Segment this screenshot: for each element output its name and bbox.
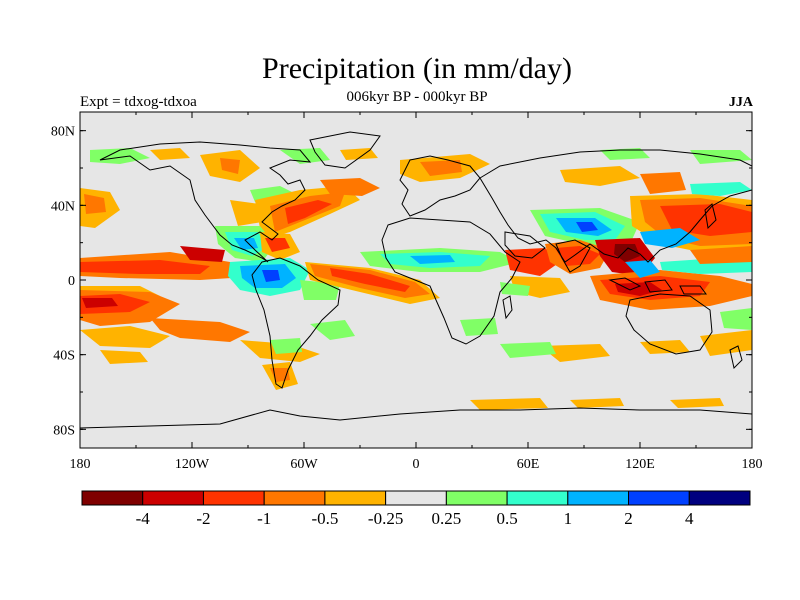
colorbar-swatch xyxy=(445,490,508,506)
colorbar-label: -4 xyxy=(136,509,151,528)
colorbar-label: 1 xyxy=(564,509,573,528)
coastline-europe xyxy=(399,155,481,217)
season-label: JJA xyxy=(728,95,753,110)
x-tick-label: 120E xyxy=(625,457,655,472)
coastline-japan xyxy=(704,203,717,230)
anomaly-region xyxy=(470,398,548,410)
colorbar-label: -0.25 xyxy=(368,509,403,528)
coastline-antarctica xyxy=(80,407,752,429)
experiment-label: Expt = tdxog-tdxoa xyxy=(80,94,197,110)
anomaly-region xyxy=(262,270,280,282)
colorbar-label: -2 xyxy=(196,509,210,528)
map-subtitle: 006kyr BP - 000kyr BP xyxy=(346,89,488,105)
anomaly-region xyxy=(600,148,650,160)
colorbar-swatch xyxy=(688,490,751,506)
anomaly-region xyxy=(220,158,240,174)
anomaly-region xyxy=(576,222,598,232)
anomaly-region xyxy=(285,200,332,224)
anomaly-region xyxy=(640,340,690,354)
coastline-south-america xyxy=(251,257,341,389)
anomaly-region xyxy=(625,260,660,278)
anomaly-region xyxy=(410,255,455,264)
coastline-arabia xyxy=(504,231,546,259)
anomaly-region xyxy=(460,318,498,336)
coastline-north-america xyxy=(99,141,312,263)
anomaly-region xyxy=(100,350,148,364)
y-tick-label: 80N xyxy=(51,125,75,140)
coastline-new-zealand xyxy=(729,345,743,369)
coastline-africa xyxy=(381,217,521,345)
anomaly-region xyxy=(570,398,624,408)
y-tick-label: 0 xyxy=(68,274,75,289)
anomaly-region xyxy=(320,178,380,196)
colorbar-label: 0.25 xyxy=(431,509,461,528)
coastline-asia xyxy=(479,149,752,263)
colorbar-swatch xyxy=(324,490,387,506)
anomaly-region xyxy=(720,308,752,330)
anomaly-region xyxy=(560,166,640,186)
anomaly-region xyxy=(82,298,118,308)
anomaly-region xyxy=(670,398,724,408)
anomaly-region xyxy=(180,246,225,262)
x-tick-label: 180 xyxy=(70,457,91,472)
y-tick-label: 80S xyxy=(53,423,75,438)
map-title: Precipitation (in mm/day) xyxy=(262,52,572,85)
x-tick-label: 0 xyxy=(413,457,420,472)
anomaly-region xyxy=(150,148,190,160)
anomaly-region xyxy=(270,338,302,354)
anomaly-region xyxy=(640,228,700,248)
x-tick-label: 180 xyxy=(742,457,763,472)
anomaly-region xyxy=(690,246,752,264)
coastline-india xyxy=(555,239,591,273)
anomaly-region xyxy=(310,320,355,340)
anomaly-region xyxy=(265,238,290,252)
anomaly-region xyxy=(615,282,662,296)
anomaly-region xyxy=(660,204,752,236)
colorbar-swatch xyxy=(385,490,447,506)
x-axis: 180 120W 60W 0 60E 120E 180 xyxy=(70,112,763,472)
anomaly-region xyxy=(500,342,556,358)
colorbar-label: 4 xyxy=(685,509,694,528)
coastlines xyxy=(80,131,752,429)
anomaly-region xyxy=(690,182,752,196)
colorbar-swatch xyxy=(142,490,204,506)
colorbar-swatch xyxy=(628,490,690,506)
x-tick-label: 120W xyxy=(175,457,210,472)
colorbar-label: 2 xyxy=(624,509,633,528)
colorbar-label: 0.5 xyxy=(496,509,517,528)
coastline-australia xyxy=(625,293,713,355)
colorbar: -4 -2 -1 -0.5 -0.25 0.25 0.5 1 2 4 xyxy=(81,490,751,528)
anomaly-region xyxy=(330,268,410,292)
coastline-indonesia xyxy=(608,277,707,295)
anomaly-region xyxy=(84,194,106,214)
anomaly-region xyxy=(150,318,250,342)
colorbar-swatch xyxy=(202,490,265,506)
anomaly-region xyxy=(420,160,462,176)
anomaly-region xyxy=(540,344,610,362)
coastline-madagascar xyxy=(502,295,513,320)
colorbar-swatch xyxy=(263,490,326,506)
anomaly-region xyxy=(505,248,560,276)
colorbar-swatch xyxy=(506,490,569,506)
colorbar-label: -1 xyxy=(257,509,271,528)
colorbar-swatch xyxy=(567,490,630,506)
anomaly-region xyxy=(500,282,530,296)
colorbar-swatch xyxy=(81,490,144,506)
anomaly-region xyxy=(230,200,262,226)
x-tick-label: 60W xyxy=(290,457,318,472)
anomaly-region xyxy=(640,172,686,194)
y-axis: 80N 40N 0 40S 80S xyxy=(51,125,752,438)
x-tick-label: 60E xyxy=(517,457,540,472)
y-tick-label: 40N xyxy=(51,199,75,214)
anomaly-region xyxy=(80,326,170,348)
colorbar-label: -0.5 xyxy=(311,509,338,528)
coastline-greenland xyxy=(309,131,381,169)
y-tick-label: 40S xyxy=(53,349,75,364)
anomaly-region xyxy=(80,260,210,274)
anomaly-region xyxy=(614,244,640,262)
